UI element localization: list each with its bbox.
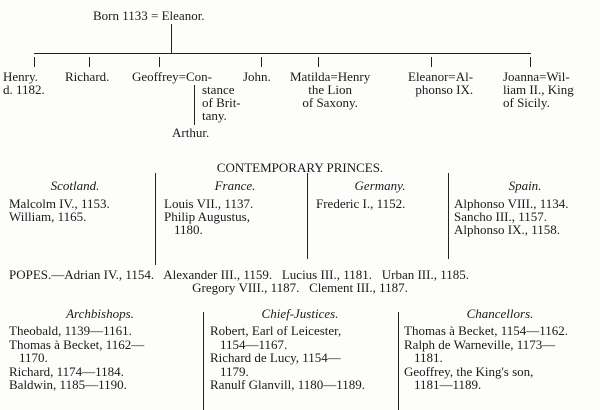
germany-list: Frederic I., 1152. bbox=[316, 196, 406, 211]
column-header: France. bbox=[214, 178, 256, 193]
constance-continued: stance of Brit-tany. bbox=[202, 82, 241, 123]
child-joanna: Joanna=Wil-liam II., King of Sicily. bbox=[503, 69, 574, 110]
parents-label: Born 1133 = Eleanor. bbox=[93, 8, 205, 23]
tree-line bbox=[194, 85, 195, 125]
section-title: CONTEMPORARY PRINCES. bbox=[216, 160, 384, 175]
archbishops-list: Theobald, 1139—1161. Thomas à Becket, 116… bbox=[9, 323, 145, 392]
child-henry: Henry. d. 1182. bbox=[3, 69, 45, 97]
column-header: Chancellors. bbox=[466, 306, 534, 321]
child-matilda: Matilda=Henry the Lion of Saxony. bbox=[290, 69, 371, 110]
tree-line bbox=[261, 57, 262, 67]
child-eleanor: Eleanor=Al-phonso IX. bbox=[408, 69, 474, 97]
tree-line bbox=[34, 57, 35, 67]
column-divider bbox=[448, 173, 449, 259]
tree-line bbox=[159, 57, 160, 67]
grandchild-arthur: Arthur. bbox=[172, 125, 210, 140]
column-divider bbox=[203, 312, 204, 410]
tree-line bbox=[34, 53, 531, 54]
child-john: John. bbox=[243, 69, 271, 84]
child-richard: Richard. bbox=[65, 69, 110, 84]
chief-justices-list: Robert, Earl of Leicester, 1154—1167. Rich… bbox=[210, 323, 366, 392]
tree-line bbox=[318, 57, 319, 67]
column-header: Spain. bbox=[508, 178, 542, 193]
column-divider bbox=[307, 173, 308, 259]
tree-line bbox=[530, 57, 531, 67]
scotland-list: Malcolm IV., 1153. William, 1165. bbox=[9, 196, 110, 224]
tree-line bbox=[89, 57, 90, 67]
spain-list: Alphonso VIII., 1134. Sancho III., 1157. A… bbox=[454, 196, 569, 237]
popes-line: POPES.—Adrian IV., 1154. Alexander III.,… bbox=[9, 267, 469, 282]
column-header: Scotland. bbox=[50, 178, 100, 193]
column-divider bbox=[398, 312, 399, 410]
column-header: Archbishops. bbox=[66, 306, 134, 321]
chancellors-list: Thomas à Becket, 1154—1162. Ralph de Warn… bbox=[404, 323, 569, 392]
tree-line bbox=[431, 57, 432, 67]
child-geoffrey: Geoffrey=Con- bbox=[132, 69, 213, 84]
popes-line: Gregory VIII., 1187. Clement III., 1187. bbox=[192, 280, 408, 295]
column-divider bbox=[155, 173, 156, 265]
column-header: Germany. bbox=[354, 178, 406, 193]
column-header: Chief-Justices. bbox=[261, 306, 339, 321]
tree-line bbox=[171, 24, 172, 53]
france-list: Louis VII., 1137. Philip Augustus, 1180. bbox=[164, 196, 254, 237]
